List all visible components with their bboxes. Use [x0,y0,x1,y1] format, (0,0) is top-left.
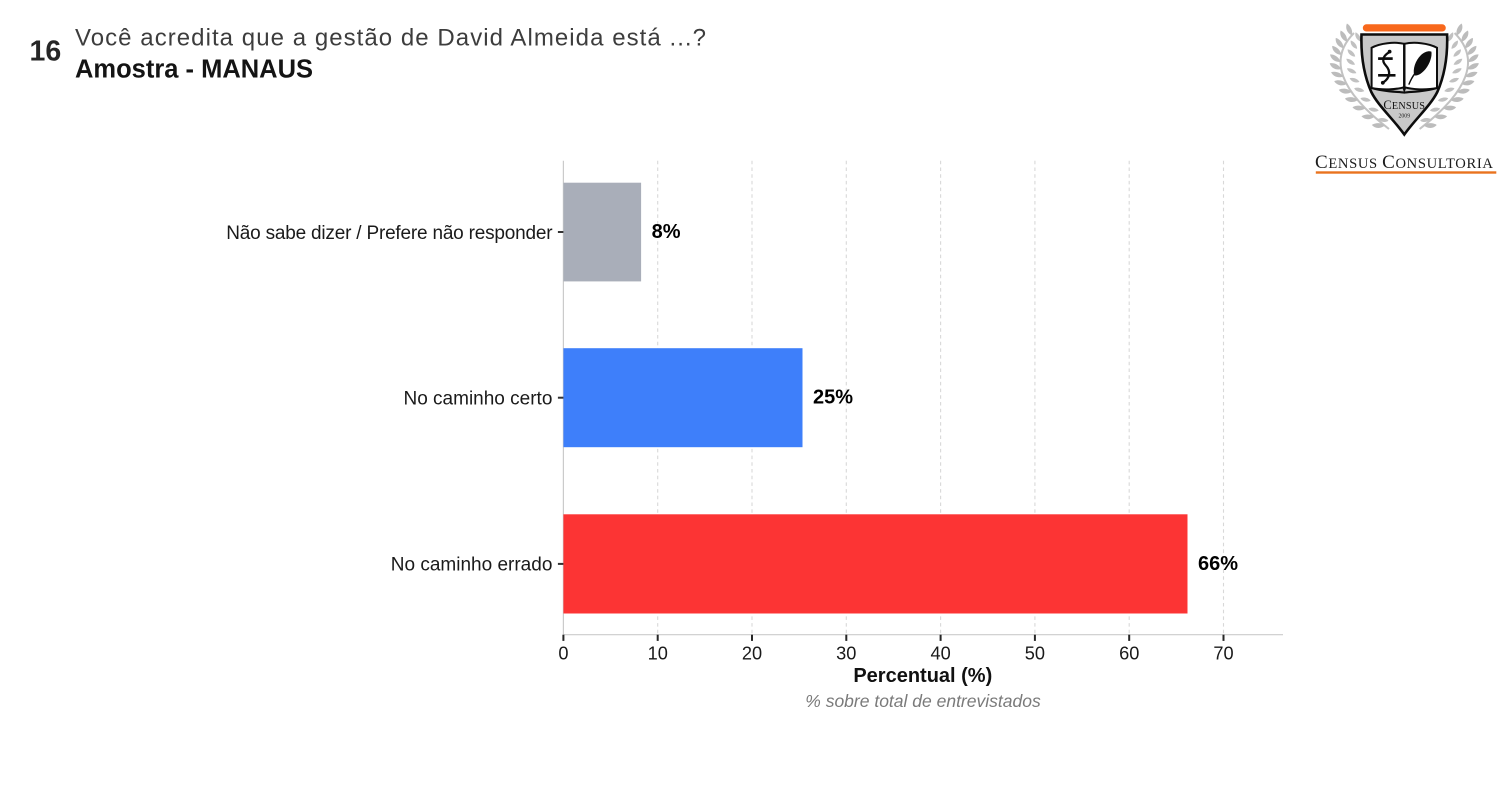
svg-text:No caminho errado: No caminho errado [391,555,553,576]
svg-text:2009: 2009 [1399,114,1411,120]
svg-text:40: 40 [930,643,950,663]
svg-text:% sobre total de entrevistados: % sobre total de entrevistados [805,691,1041,711]
svg-text:10: 10 [648,643,668,663]
svg-text:8%: 8% [652,221,681,243]
svg-text:30: 30 [836,643,856,663]
svg-text:0: 0 [558,643,568,663]
svg-text:16: 16 [30,36,62,68]
svg-text:60: 60 [1119,643,1139,663]
svg-text:66%: 66% [1198,553,1238,575]
svg-text:Você acredita que a gestão de: Você acredita que a gestão de David Alme… [75,24,707,51]
svg-text:25%: 25% [813,387,853,409]
svg-text:70: 70 [1213,643,1233,663]
svg-text:20: 20 [742,643,762,663]
svg-text:Não sabe dizer / Prefere não r: Não sabe dizer / Prefere não responder [226,223,553,244]
svg-text:No caminho certo: No caminho certo [403,389,552,410]
svg-text:50: 50 [1025,643,1045,663]
svg-text:Amostra - MANAUS: Amostra - MANAUS [75,55,313,83]
svg-text:CENSUS: CENSUS [1383,98,1425,112]
svg-text:CENSUS CONSULTORIA: CENSUS CONSULTORIA [1315,152,1494,173]
svg-text:Percentual (%): Percentual (%) [853,665,992,687]
